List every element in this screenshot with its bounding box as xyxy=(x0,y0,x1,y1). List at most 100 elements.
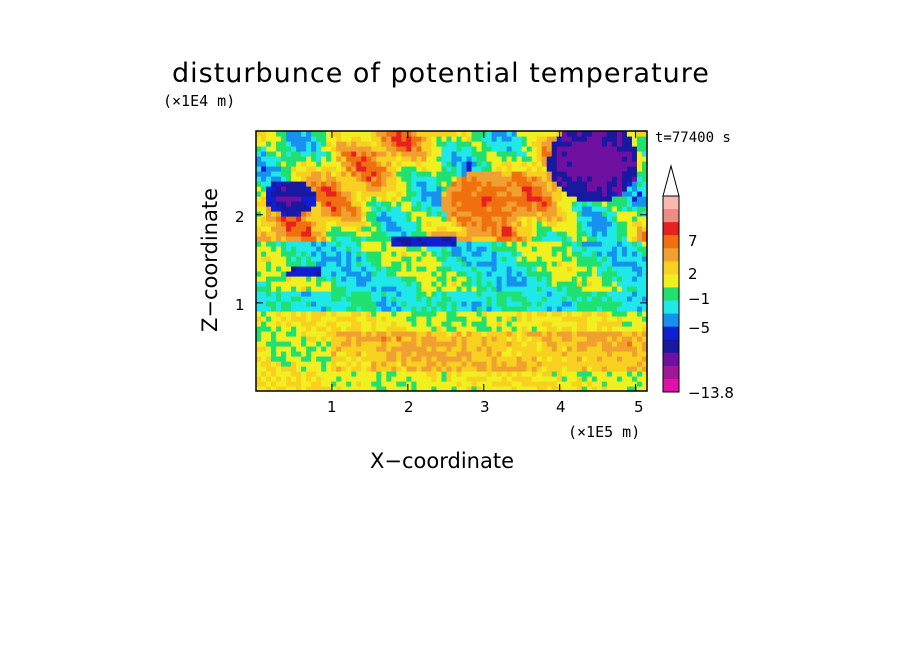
field-cell xyxy=(311,271,317,277)
field-cell xyxy=(321,386,327,391)
field-cell xyxy=(421,306,428,312)
field-cell xyxy=(606,306,613,312)
field-cell xyxy=(376,161,382,167)
field-cell xyxy=(311,256,317,262)
field-cell xyxy=(631,246,638,252)
field-cell xyxy=(451,356,458,362)
field-cell xyxy=(381,316,387,322)
field-cell xyxy=(486,201,493,207)
field-cell xyxy=(541,371,548,377)
field-cell xyxy=(581,371,588,377)
field-cell xyxy=(461,371,468,377)
field-cell xyxy=(291,316,297,322)
field-cell xyxy=(606,266,613,272)
field-cell xyxy=(291,336,297,342)
field-cell xyxy=(416,381,423,387)
field-cell xyxy=(436,176,443,182)
field-cell xyxy=(496,186,503,192)
field-cell xyxy=(576,286,583,292)
field-cell xyxy=(366,186,372,192)
field-cell xyxy=(616,216,623,222)
field-cell xyxy=(341,286,347,292)
field-cell xyxy=(521,276,528,282)
field-cell xyxy=(276,331,282,337)
field-cell xyxy=(571,176,578,182)
field-cell xyxy=(346,321,352,327)
field-cell xyxy=(256,281,262,287)
field-cell xyxy=(551,211,558,217)
field-cell xyxy=(261,231,267,237)
field-cell xyxy=(346,291,352,297)
field-cell xyxy=(361,236,367,242)
field-cell xyxy=(351,236,357,242)
field-cell xyxy=(326,161,332,167)
field-cell xyxy=(456,136,463,142)
field-cell xyxy=(581,331,588,337)
field-cell xyxy=(641,376,647,382)
field-cell xyxy=(636,276,643,282)
field-cell xyxy=(546,311,553,317)
field-cell xyxy=(456,361,463,367)
field-cell xyxy=(641,141,647,147)
field-cell xyxy=(601,366,608,372)
field-cell xyxy=(416,256,423,262)
field-cell xyxy=(566,211,573,217)
field-cell xyxy=(366,321,372,327)
field-cell xyxy=(621,246,628,252)
field-cell xyxy=(571,386,578,391)
field-cell xyxy=(571,341,578,347)
field-cell xyxy=(541,146,548,152)
field-cell xyxy=(396,141,402,147)
field-cell xyxy=(371,216,377,222)
field-cell xyxy=(276,221,282,227)
field-cell xyxy=(611,336,618,342)
field-cell xyxy=(606,136,613,142)
field-cell xyxy=(571,251,578,257)
field-cell xyxy=(306,276,312,282)
field-cell xyxy=(541,156,548,162)
field-cell xyxy=(271,351,277,357)
field-cell xyxy=(616,271,623,277)
field-cell xyxy=(636,171,643,177)
field-cell xyxy=(636,386,643,391)
field-cell xyxy=(571,201,578,207)
field-cell xyxy=(596,216,603,222)
field-cell xyxy=(546,221,553,227)
field-cell xyxy=(481,386,488,391)
field-cell xyxy=(451,226,458,232)
field-cell xyxy=(531,146,538,152)
field-cell xyxy=(536,366,543,372)
field-cell xyxy=(421,336,428,342)
field-cell xyxy=(581,201,588,207)
field-cell xyxy=(291,271,297,277)
field-cell xyxy=(411,371,418,377)
field-cell xyxy=(596,371,603,377)
field-cell xyxy=(536,191,543,197)
field-cell xyxy=(351,286,357,292)
field-cell xyxy=(581,191,588,197)
field-cell xyxy=(491,181,498,187)
field-cell xyxy=(586,276,593,282)
field-cell xyxy=(601,226,608,232)
field-cell xyxy=(366,286,372,292)
field-cell xyxy=(336,176,342,182)
field-cell xyxy=(521,366,528,372)
field-cell xyxy=(486,246,493,252)
field-cell xyxy=(621,276,628,282)
field-cell xyxy=(511,236,518,242)
field-cell xyxy=(286,226,292,232)
field-cell xyxy=(256,201,262,207)
field-cell xyxy=(616,146,623,152)
field-cell xyxy=(466,311,473,317)
field-cell xyxy=(331,161,337,167)
field-cell xyxy=(306,361,312,367)
field-cell xyxy=(286,186,292,192)
field-cell xyxy=(626,326,633,332)
field-cell xyxy=(576,361,583,367)
field-cell xyxy=(576,241,583,247)
field-cell xyxy=(301,136,307,142)
field-cell xyxy=(376,226,382,232)
field-cell xyxy=(326,366,332,372)
field-cell xyxy=(461,151,468,157)
field-cell xyxy=(626,381,633,387)
